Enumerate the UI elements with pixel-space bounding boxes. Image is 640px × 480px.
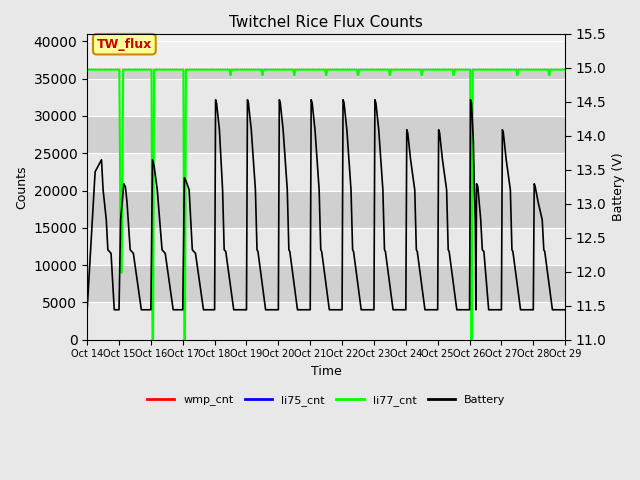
Bar	[87, 228, 565, 265]
Bar	[87, 79, 565, 116]
Bar	[87, 34, 565, 71]
Legend: wmp_cnt, li75_cnt, li77_cnt, Battery: wmp_cnt, li75_cnt, li77_cnt, Battery	[142, 391, 510, 411]
Bar	[87, 116, 565, 153]
Bar	[87, 34, 565, 41]
Bar	[87, 191, 565, 228]
Text: TW_flux: TW_flux	[97, 38, 152, 51]
Bar	[87, 302, 565, 340]
Y-axis label: Battery (V): Battery (V)	[612, 153, 625, 221]
X-axis label: Time: Time	[311, 365, 342, 378]
Bar	[87, 153, 565, 191]
Y-axis label: Counts: Counts	[15, 165, 28, 209]
Bar	[87, 265, 565, 302]
Bar	[87, 41, 565, 79]
Title: Twitchel Rice Flux Counts: Twitchel Rice Flux Counts	[229, 15, 423, 30]
